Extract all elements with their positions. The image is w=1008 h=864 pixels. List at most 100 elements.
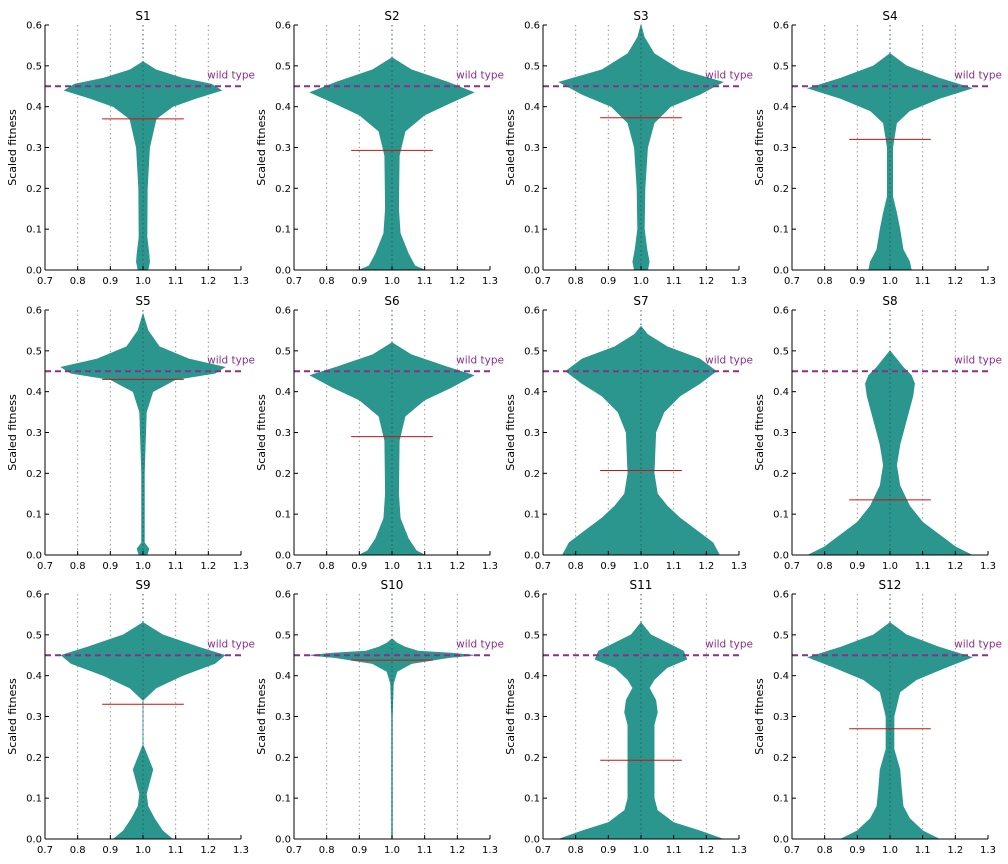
panel-title: S7 <box>633 294 648 308</box>
y-tick-label: 0.3 <box>773 712 789 723</box>
y-tick-label: 0.4 <box>524 387 540 398</box>
x-tick-label: 1.1 <box>915 845 931 856</box>
panel-s8: wild type 0.7 0.8 0.9 1.0 1.1 1.2 1.3 0.0 0.1 0.2 0… <box>753 294 1002 572</box>
y-tick-label: 0.3 <box>26 428 42 439</box>
panel-title: S12 <box>879 578 902 592</box>
y-tick-label: 0.0 <box>26 835 42 846</box>
x-tick-label: 1.0 <box>882 845 898 856</box>
x-tick-label: 0.7 <box>37 845 53 856</box>
x-tick-label: 1.2 <box>200 276 216 287</box>
y-tick-label: 0.2 <box>773 184 789 195</box>
panel-title: S6 <box>384 294 399 308</box>
x-tick-label: 0.7 <box>784 561 800 572</box>
y-tick-label: 0.2 <box>524 184 540 195</box>
y-tick-label: 0.6 <box>26 21 42 32</box>
violin-body <box>559 621 723 840</box>
y-tick-label: 0.0 <box>524 266 540 277</box>
y-tick-label: 0.2 <box>26 184 42 195</box>
y-tick-label: 0.2 <box>26 753 42 764</box>
x-tick-label: 1.3 <box>731 276 747 287</box>
y-tick-label: 0.1 <box>773 794 789 805</box>
y-tick-label: 0.3 <box>773 428 789 439</box>
y-tick-label: 0.5 <box>26 346 42 357</box>
y-tick-label: 0.5 <box>773 346 789 357</box>
y-tick-label: 0.3 <box>524 428 540 439</box>
x-tick-label: 1.1 <box>168 845 184 856</box>
y-tick-label: 0.0 <box>524 835 540 846</box>
x-tick-label: 0.9 <box>351 845 367 856</box>
y-tick-label: 0.2 <box>524 753 540 764</box>
y-tick-label: 0.1 <box>773 510 789 521</box>
wild-type-label: wild type <box>954 638 1002 650</box>
panel-title: S9 <box>135 578 150 592</box>
x-tick-label: 1.3 <box>980 276 996 287</box>
y-tick-label: 0.5 <box>26 61 42 72</box>
wild-type-label: wild type <box>456 69 504 81</box>
x-tick-label: 1.3 <box>731 845 747 856</box>
y-tick-label: 0.5 <box>26 630 42 641</box>
x-tick-label: 0.9 <box>102 845 118 856</box>
y-tick-label: 0.6 <box>773 21 789 32</box>
violin-body <box>806 53 974 271</box>
x-tick-label: 0.7 <box>286 845 302 856</box>
x-tick-label: 0.8 <box>70 561 86 572</box>
y-tick-label: 0.4 <box>773 387 789 398</box>
panel-s11: wild type 0.7 0.8 0.9 1.0 1.1 1.2 1.3 0.0 0.1 0.2 0… <box>504 578 753 856</box>
x-tick-label: 0.7 <box>37 276 53 287</box>
y-tick-label: 0.0 <box>275 835 291 846</box>
y-tick-label: 0.5 <box>773 61 789 72</box>
x-tick-label: 1.1 <box>168 561 184 572</box>
x-tick-label: 1.2 <box>947 561 963 572</box>
y-tick-label: 0.4 <box>275 671 291 682</box>
y-tick-label: 0.0 <box>773 266 789 277</box>
panel-s6: wild type 0.7 0.8 0.9 1.0 1.1 1.2 1.3 0.0 0.1 0.2 0… <box>255 294 504 572</box>
y-tick-label: 0.2 <box>773 469 789 480</box>
y-tick-label: 0.1 <box>524 225 540 236</box>
x-tick-label: 1.0 <box>633 845 649 856</box>
x-tick-label: 1.2 <box>947 845 963 856</box>
y-tick-label: 0.1 <box>773 225 789 236</box>
x-tick-label: 1.1 <box>915 276 931 287</box>
y-tick-label: 0.4 <box>773 671 789 682</box>
y-axis-label: Scaled fitness <box>753 109 766 186</box>
x-tick-label: 1.0 <box>135 845 151 856</box>
panel-title: S8 <box>882 294 897 308</box>
y-tick-label: 0.4 <box>26 671 42 682</box>
panel-title: S5 <box>135 294 150 308</box>
y-tick-label: 0.3 <box>26 143 42 154</box>
y-tick-label: 0.0 <box>26 266 42 277</box>
y-axis-label: Scaled fitness <box>753 678 766 755</box>
panel-s5: wild type 0.7 0.8 0.9 1.0 1.1 1.2 1.3 0.0 0.1 0.2 0… <box>6 294 255 572</box>
x-tick-label: 0.9 <box>600 561 616 572</box>
y-tick-label: 0.0 <box>26 551 42 562</box>
panel-s9: wild type 0.7 0.8 0.9 1.0 1.1 1.2 1.3 0.0 0.1 0.2 0… <box>6 578 255 856</box>
x-tick-label: 1.3 <box>980 561 996 572</box>
x-tick-label: 0.8 <box>319 276 335 287</box>
panel-s7: wild type 0.7 0.8 0.9 1.0 1.1 1.2 1.3 0.0 0.1 0.2 0… <box>504 294 753 572</box>
y-tick-label: 0.5 <box>275 630 291 641</box>
panel-s4: wild type 0.7 0.8 0.9 1.0 1.1 1.2 1.3 0.0 0.1 0.2 0… <box>753 9 1002 287</box>
y-tick-label: 0.1 <box>275 225 291 236</box>
x-tick-label: 1.0 <box>135 561 151 572</box>
y-tick-label: 0.0 <box>773 835 789 846</box>
panel-title: S11 <box>630 578 653 592</box>
y-tick-label: 0.5 <box>524 346 540 357</box>
y-tick-label: 0.6 <box>275 306 291 317</box>
x-tick-label: 1.1 <box>417 845 433 856</box>
panel-s1: wild type 0.7 0.8 0.9 1.0 1.1 1.2 1.3 0.0 0.1 0.2 0… <box>6 9 255 287</box>
y-tick-label: 0.4 <box>773 102 789 113</box>
x-tick-label: 1.1 <box>666 276 682 287</box>
x-tick-label: 1.1 <box>666 845 682 856</box>
y-axis-label: Scaled fitness <box>255 109 268 186</box>
x-tick-label: 0.8 <box>319 561 335 572</box>
x-tick-label: 1.1 <box>168 276 184 287</box>
y-tick-label: 0.1 <box>26 225 42 236</box>
x-tick-label: 1.3 <box>482 845 498 856</box>
y-tick-label: 0.1 <box>524 510 540 521</box>
y-tick-label: 0.1 <box>26 794 42 805</box>
y-axis-label: Scaled fitness <box>255 394 268 471</box>
wild-type-label: wild type <box>456 638 504 650</box>
violin-body <box>808 350 972 556</box>
y-axis-label: Scaled fitness <box>6 109 19 186</box>
x-tick-label: 0.8 <box>319 845 335 856</box>
